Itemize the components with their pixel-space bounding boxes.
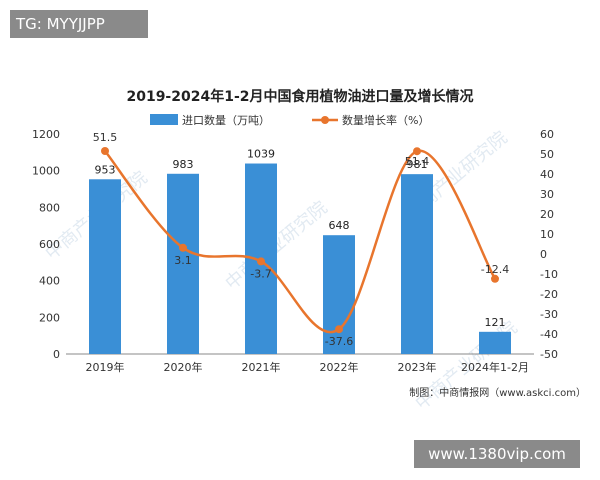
bar-value-label: 1039 [247,148,275,161]
x-tick-label: 2021年 [242,360,281,374]
bar [89,179,121,354]
legend-bar-label: 进口数量（万吨） [182,114,270,127]
left-tick-label: 1200 [32,128,60,141]
growth-rate-label: -12.4 [481,263,509,276]
source-note: 制图：中商情报网（www.askci.com） [409,386,586,399]
x-tick-label: 2024年1-2月 [461,360,529,374]
growth-rate-label: -3.7 [250,267,271,280]
growth-rate-label: 51.4 [405,155,430,168]
legend: 进口数量（万吨） 数量增长率（%） [150,113,429,127]
right-tick-label: 40 [540,168,554,181]
growth-rate-label: 51.5 [93,131,118,144]
right-tick-label: -20 [540,288,558,301]
left-axis-ticks: 0 200 400 600 800 1000 1200 [32,128,60,361]
tg-label: TG: MYYJJPP [10,10,148,38]
right-tick-label: 30 [540,188,554,201]
bar-series [89,163,511,354]
x-tick-label: 2022年 [320,360,359,374]
left-tick-label: 800 [39,201,60,214]
growth-rate-line [104,149,497,334]
legend-line-label: 数量增长率（%） [342,113,429,127]
site-label: www.1380vip.com [414,440,580,468]
x-tick-label: 2020年 [164,360,203,374]
right-tick-label: 10 [540,228,554,241]
bar [401,174,433,354]
bar-value-label: 121 [485,316,506,329]
right-tick-label: -30 [540,308,558,321]
x-axis-ticks: 2019年 2020年 2021年 2022年 2023年 2024年1-2月 [86,360,529,374]
bar-value-label: 953 [95,163,116,176]
legend-line-marker [321,116,329,124]
right-tick-label: 0 [540,248,547,261]
right-axis-ticks: -50 -40 -30 -20 -10 0 10 20 30 40 50 60 [540,128,558,361]
right-tick-label: -10 [540,268,558,281]
left-tick-label: 0 [53,348,60,361]
chart-svg: 2019-2024年1-2月中国食用植物油进口量及增长情况 进口数量（万吨） 数… [32,88,586,414]
right-tick-label: 20 [540,208,554,221]
right-tick-label: 50 [540,148,554,161]
left-tick-label: 200 [39,311,60,324]
bar-value-label: 648 [329,219,350,232]
bar [167,173,199,354]
left-tick-label: 600 [39,238,60,251]
growth-rate-points [101,147,499,334]
growth-rate-labels: 51.5 3.1 -3.7 -37.6 51.4 -12.4 [93,131,509,348]
x-tick-label: 2019年 [86,360,125,374]
growth-rate-point [257,257,265,266]
growth-rate-point [413,147,421,156]
growth-rate-point [179,243,187,252]
right-tick-label: 60 [540,128,554,141]
bar [479,331,511,354]
bar-value-label: 981 [407,158,428,171]
growth-rate-point [101,147,109,155]
growth-rate-label: -37.6 [325,335,353,348]
growth-rate-label: 3.1 [174,254,192,267]
growth-rate-point [491,274,499,283]
right-tick-label: -50 [540,348,558,361]
growth-rate-point [335,325,343,334]
chart-title: 2019-2024年1-2月中国食用植物油进口量及增长情况 [126,88,473,105]
legend-bar-swatch [150,114,178,125]
x-tick-label: 2023年 [398,360,437,374]
chart-frame: 2019-2024年1-2月中国食用植物油进口量及增长情况 进口数量（万吨） 数… [0,70,600,415]
right-tick-label: -40 [540,328,558,341]
bar [323,235,355,354]
left-tick-label: 400 [39,275,60,288]
left-tick-label: 1000 [32,165,60,178]
bar-value-labels: 953 983 1039 648 981 121 [95,148,506,329]
bar-value-label: 983 [173,158,194,171]
